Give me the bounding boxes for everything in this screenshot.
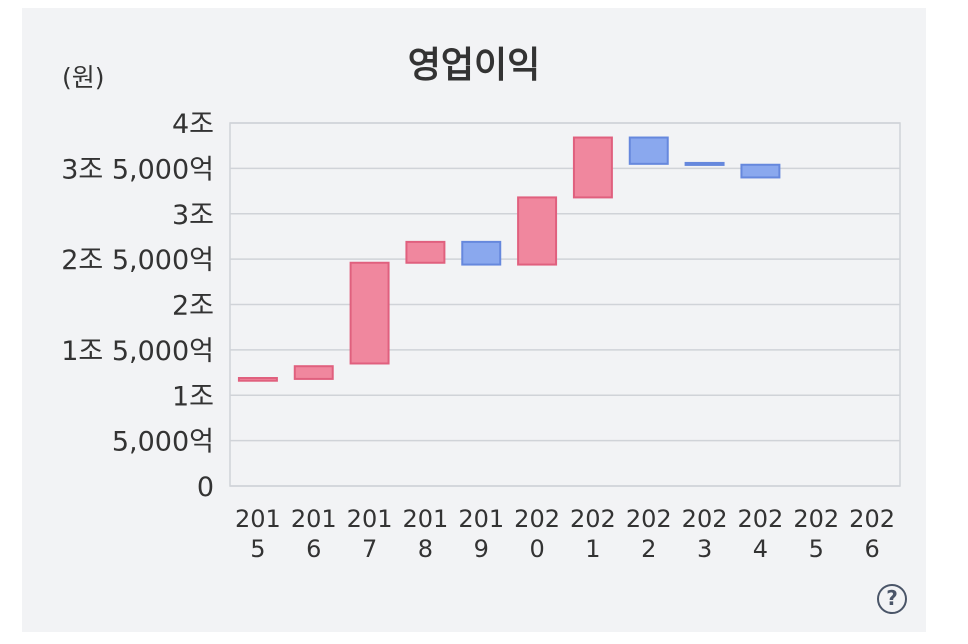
unit-label: (원) [62,63,105,92]
y-tick-label: 0 [197,472,214,503]
x-tick-label: 7 [362,535,377,563]
x-tick-label: 202 [738,505,784,533]
x-tick-label: 6 [864,535,879,563]
x-tick-label: 201 [347,505,393,533]
y-tick-label: 4조 [172,109,214,140]
x-tick-label: 202 [514,505,560,533]
help-icon[interactable]: ? [877,584,907,614]
waterfall-bar [517,196,558,266]
waterfall-bar [293,365,334,380]
x-tick-label: 2 [641,535,656,563]
x-tick-label: 6 [306,535,321,563]
waterfall-bar [349,261,390,365]
y-tick-label: 1조 5,000억 [61,336,214,367]
waterfall-bar [572,136,613,199]
y-tick-label: 2조 5,000억 [61,245,214,276]
x-tick-label: 4 [753,535,768,563]
x-tick-label: 202 [626,505,672,533]
waterfall-bar [628,136,669,165]
x-tick-label: 202 [793,505,839,533]
waterfall-bar [461,240,502,266]
chart-title: 영업이익 [407,45,541,86]
waterfall-bar [684,161,725,166]
x-tick-label: 5 [809,535,824,563]
waterfall-bar [405,240,446,264]
x-tick-label: 202 [849,505,895,533]
x-tick-label: 201 [235,505,281,533]
x-tick-label: 5 [250,535,265,563]
y-tick-label: 1조 [172,381,214,412]
waterfall-bar [740,163,781,179]
y-tick-label: 3조 [172,200,214,231]
x-tick-label: 8 [418,535,433,563]
x-tick-label: 202 [682,505,728,533]
waterfall-bar [237,377,278,382]
x-tick-label: 201 [291,505,337,533]
x-tick-label: 9 [474,535,489,563]
y-tick-label: 3조 5,000억 [61,154,214,185]
x-tick-label: 201 [403,505,449,533]
x-tick-label: 201 [458,505,504,533]
x-tick-label: 3 [697,535,712,563]
y-tick-label: 2조 [172,291,214,322]
y-tick-label: 5,000억 [112,427,214,458]
x-tick-label: 1 [585,535,600,563]
x-tick-label: 0 [529,535,544,563]
x-tick-label: 202 [570,505,616,533]
